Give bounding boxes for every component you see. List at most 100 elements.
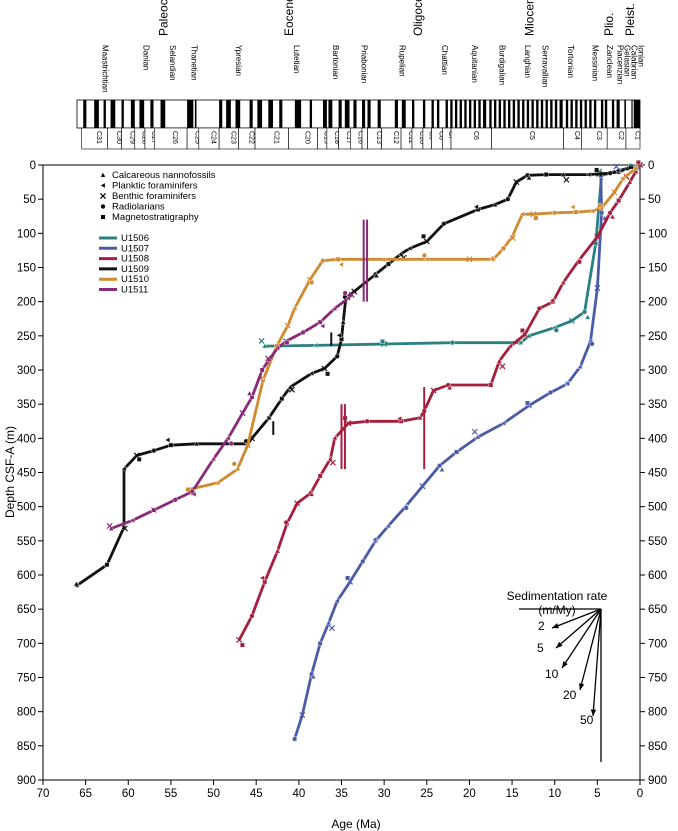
- data-point-planktic: [549, 297, 555, 304]
- data-point-magneto: [533, 215, 539, 221]
- data-point-benthic: [471, 428, 478, 435]
- y-tick-label-left: 750: [17, 673, 36, 685]
- data-point-benthic: [348, 291, 355, 298]
- y-tick-label-left: 900: [17, 775, 36, 787]
- data-point-benthic: [351, 288, 358, 295]
- y-tick-label-left: 50: [23, 194, 36, 206]
- polarity-normal-band: [498, 100, 502, 128]
- polarity-normal-band: [559, 100, 563, 128]
- chron-label: C30: [115, 131, 122, 144]
- data-point-nannofossil: [417, 414, 423, 421]
- polarity-normal-band: [294, 100, 302, 128]
- epoch-label: Eocene: [282, 0, 296, 36]
- data-point-radiolarian: [582, 309, 588, 315]
- x-tick-label: 35: [335, 788, 348, 800]
- y-tick-label-right: 0: [648, 160, 654, 172]
- legend-marker-label: Radiolarians: [112, 202, 165, 213]
- polarity-normal-band: [503, 100, 506, 128]
- stage-label: Lutetian: [292, 45, 301, 73]
- chron-box: [450, 127, 492, 150]
- polarity-normal-band: [431, 100, 434, 128]
- data-point-magneto: [309, 279, 314, 285]
- y-tick-label-left: 350: [17, 399, 36, 411]
- data-point-benthic: [611, 189, 618, 196]
- y-tick-label-left: 500: [17, 502, 36, 514]
- data-point-magneto: [239, 642, 245, 648]
- y-tick-label-right: 700: [648, 638, 667, 650]
- y-tick-label-right: 400: [648, 433, 667, 445]
- series-u1508: [236, 159, 644, 648]
- data-point-magneto: [633, 166, 639, 171]
- data-point-radiolarian: [449, 340, 455, 346]
- chron-label: C19: [323, 131, 330, 144]
- polarity-normal-band: [611, 100, 615, 128]
- y-tick-label-right: 300: [648, 365, 667, 377]
- data-point-radiolarian: [599, 210, 605, 216]
- data-point-nannofossil: [526, 332, 533, 339]
- data-point-planktic: [308, 370, 314, 377]
- chron-label: C10: [418, 131, 425, 144]
- y-tick-label-right: 750: [648, 673, 667, 685]
- data-point-nannofossil: [373, 272, 380, 278]
- rate-arrowhead: [590, 709, 597, 716]
- data-point-benthic: [265, 355, 272, 362]
- data-point-planktic: [500, 420, 506, 427]
- polarity-normal-band: [483, 100, 487, 128]
- data-point-benthic: [294, 500, 301, 507]
- chron-label: C16: [357, 131, 364, 144]
- polarity-normal-band: [322, 100, 327, 128]
- data-point-radiolarian: [100, 203, 106, 210]
- data-point-magneto: [454, 449, 460, 455]
- data-point-planktic: [164, 437, 171, 443]
- data-point-planktic: [338, 261, 344, 268]
- polarity-normal-band: [235, 100, 241, 128]
- chron-box: [288, 127, 318, 150]
- data-point-radiolarian: [334, 353, 340, 359]
- data-point-planktic: [234, 466, 240, 473]
- legend-series-label: U1506: [121, 233, 149, 244]
- polarity-normal-band: [570, 100, 573, 128]
- data-point-benthic: [513, 179, 520, 186]
- stage-label: Bartonian: [331, 45, 340, 79]
- x-tick-label: 5: [594, 788, 600, 800]
- data-point-planktic: [507, 343, 513, 350]
- chron-box: [81, 127, 108, 150]
- chron-label: C20: [304, 131, 311, 144]
- polarity-normal-band: [631, 100, 633, 128]
- data-point-nannofossil: [385, 522, 392, 529]
- x-tick-label: 70: [37, 788, 50, 800]
- polarity-normal-band: [468, 100, 472, 128]
- series-u1510: [185, 166, 639, 497]
- legend-series-label: U1508: [121, 254, 149, 265]
- data-point-benthic: [288, 386, 295, 393]
- legend-series-label: U1511: [121, 285, 148, 296]
- y-tick-label-right: 900: [648, 775, 667, 787]
- polarity-normal-band: [150, 100, 154, 128]
- data-point-radiolarian: [505, 196, 511, 202]
- polarity-normal-band: [616, 100, 620, 128]
- y-axis-title: Depth CSF-A (m): [3, 426, 17, 518]
- data-point-radiolarian: [364, 418, 370, 424]
- polarity-normal-band: [353, 100, 357, 128]
- stage-label: Aquitanian: [470, 45, 479, 83]
- data-point-nannofossil: [492, 201, 498, 207]
- polarity-normal-band: [489, 100, 492, 128]
- series-u1507: [291, 163, 639, 742]
- geologic-timescale: Paleocene Eocene Oligocene Miocene Plio. Plei…: [76, 0, 645, 150]
- rate-arrowhead: [556, 641, 563, 648]
- data-point-planktic: [614, 167, 621, 174]
- x-tick-label: 10: [548, 788, 561, 800]
- rate-arrow: [555, 608, 602, 649]
- stage-label: Calabrian: [629, 45, 638, 79]
- polarity-normal-band: [257, 100, 263, 128]
- chron-label: C21: [272, 131, 279, 144]
- polarity-normal-band: [575, 100, 578, 128]
- data-point-nannofossil: [193, 440, 200, 447]
- chron-label: C27: [150, 131, 157, 144]
- polarity-normal-band: [454, 100, 458, 128]
- y-tick-label-left: 700: [17, 638, 36, 650]
- chron-box: [491, 127, 564, 150]
- data-point-planktic: [585, 171, 592, 178]
- data-point-nannofossil: [266, 414, 272, 421]
- data-point-benthic: [236, 636, 243, 643]
